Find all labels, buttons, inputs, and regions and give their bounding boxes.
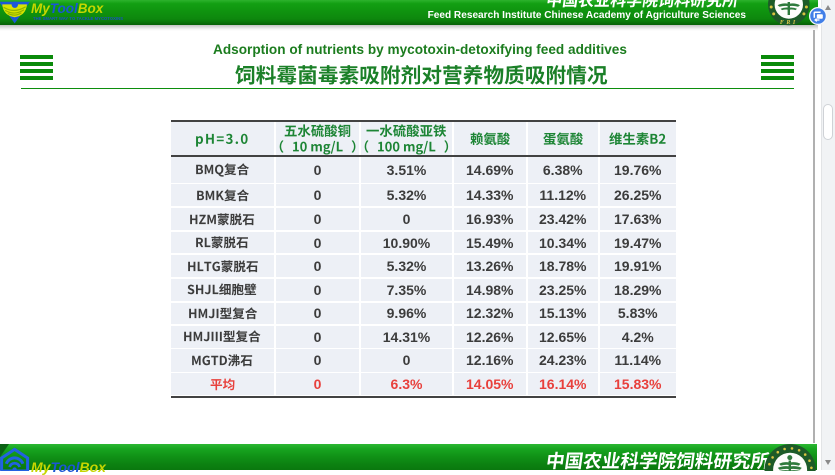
svg-text:FRI: FRI: [780, 20, 798, 26]
